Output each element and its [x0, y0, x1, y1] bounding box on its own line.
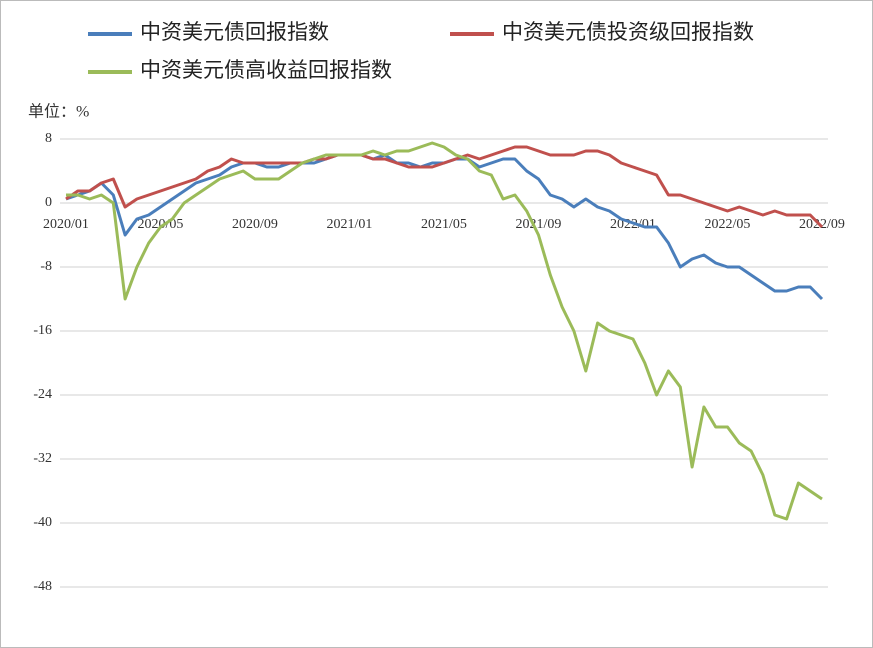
y-tick-label: -32: [33, 451, 52, 466]
legend-label: 中资美元债回报指数: [140, 20, 329, 44]
legend-label: 中资美元债高收益回报指数: [140, 58, 392, 82]
x-tick-label: 2020/05: [138, 217, 184, 232]
unit-label: 单位：%: [28, 103, 89, 121]
y-tick-label: 8: [45, 131, 52, 146]
y-tick-label: -8: [40, 259, 52, 274]
y-tick-label: 0: [45, 195, 52, 210]
data-line: [65, 145, 824, 229]
data-line: [66, 141, 823, 521]
x-tick-label: 2022/09: [799, 217, 845, 232]
x-tick-label: 2022/01: [610, 217, 656, 232]
x-tick-label: 2021/01: [327, 217, 373, 232]
y-tick-label: -24: [33, 387, 52, 402]
x-tick-label: 2021/09: [516, 217, 562, 232]
y-tick-label: -16: [33, 323, 52, 338]
y-tick-label: -48: [33, 579, 52, 594]
y-tick-label: -40: [33, 515, 52, 530]
x-tick-label: 2020/09: [232, 217, 278, 232]
legend-label: 中资美元债投资级回报指数: [502, 20, 754, 44]
x-tick-label: 2022/05: [705, 217, 751, 232]
x-tick-label: 2021/05: [421, 217, 467, 232]
x-tick-label: 2020/01: [43, 217, 89, 232]
